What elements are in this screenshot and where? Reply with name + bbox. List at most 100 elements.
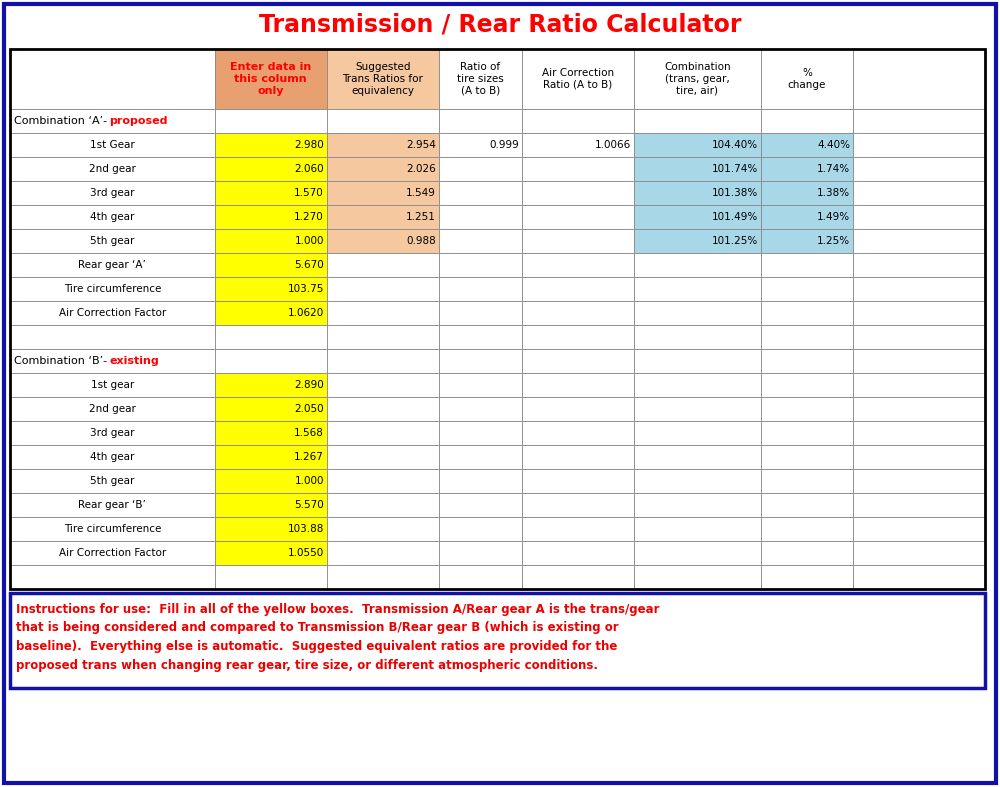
Text: Tire circumference: Tire circumference [64,524,161,534]
Bar [522,301,634,325]
Text: proposed: proposed [109,116,168,126]
Bar [522,469,634,493]
Bar [439,133,522,157]
Bar [215,133,327,157]
Bar [761,373,853,397]
Text: 1.570: 1.570 [294,188,324,198]
Bar [522,325,634,349]
Bar [215,229,327,253]
Bar [634,397,761,421]
Bar [634,157,761,181]
Bar [327,541,439,565]
Text: 1.49%: 1.49% [817,212,850,222]
Text: Air Correction Factor: Air Correction Factor [59,308,166,318]
Text: 1.0550: 1.0550 [288,548,324,558]
Bar [634,517,761,541]
Bar [439,157,522,181]
Bar [327,205,439,229]
Bar [522,109,634,133]
Bar [761,253,853,277]
Bar [853,445,985,469]
Bar [439,277,522,301]
Text: 2.060: 2.060 [294,164,324,174]
Bar [853,469,985,493]
Bar [439,541,522,565]
Bar [761,469,853,493]
Bar [522,445,634,469]
Bar [439,301,522,325]
Bar [634,349,761,373]
Bar [853,397,985,421]
Bar [761,493,853,517]
Bar [10,349,215,373]
Bar [853,157,985,181]
Bar [10,593,985,688]
Text: 1.568: 1.568 [294,428,324,438]
Bar [634,421,761,445]
Bar [215,325,327,349]
Bar [10,181,215,205]
Bar [327,253,439,277]
Bar [522,181,634,205]
Bar [761,229,853,253]
Bar [10,445,215,469]
Bar [853,133,985,157]
Bar [522,157,634,181]
Bar [439,205,522,229]
Bar [10,229,215,253]
Text: 1.270: 1.270 [294,212,324,222]
Bar [853,253,985,277]
Bar [439,445,522,469]
Text: Combination ‘A’-: Combination ‘A’- [14,116,107,126]
Bar [10,493,215,517]
Bar [761,157,853,181]
Text: 1.25%: 1.25% [817,236,850,246]
Bar [10,157,215,181]
Bar [761,421,853,445]
Text: 1st gear: 1st gear [91,380,134,390]
Bar [10,565,215,589]
Bar [853,301,985,325]
Bar [327,301,439,325]
Bar [853,373,985,397]
Bar [439,421,522,445]
Bar [327,493,439,517]
Bar [10,277,215,301]
Bar [522,253,634,277]
Bar [215,109,327,133]
Bar [10,253,215,277]
Bar [634,277,761,301]
Bar [10,469,215,493]
Bar [327,157,439,181]
Bar [522,133,634,157]
Bar [761,133,853,157]
Bar [10,301,215,325]
Bar [634,301,761,325]
Text: Suggested
Trans Ratios for
equivalency: Suggested Trans Ratios for equivalency [342,62,423,95]
Bar [215,181,327,205]
Text: 103.75: 103.75 [288,284,324,294]
Bar [853,205,985,229]
Text: 104.40%: 104.40% [712,140,758,150]
Bar [634,253,761,277]
Bar [522,397,634,421]
Bar [853,565,985,589]
Bar [327,373,439,397]
Bar [853,325,985,349]
Bar [327,445,439,469]
Text: 101.38%: 101.38% [712,188,758,198]
Bar [215,517,327,541]
Bar [10,205,215,229]
Text: Enter data in
this column
only: Enter data in this column only [230,62,311,95]
Text: 1.549: 1.549 [406,188,436,198]
Text: 2.026: 2.026 [406,164,436,174]
Text: 1.000: 1.000 [294,236,324,246]
Bar [439,49,522,109]
Bar [10,109,215,133]
Bar [327,181,439,205]
Text: 101.49%: 101.49% [712,212,758,222]
Bar [215,349,327,373]
Text: 3rd gear: 3rd gear [90,188,135,198]
Bar [215,157,327,181]
Text: 1.0620: 1.0620 [288,308,324,318]
